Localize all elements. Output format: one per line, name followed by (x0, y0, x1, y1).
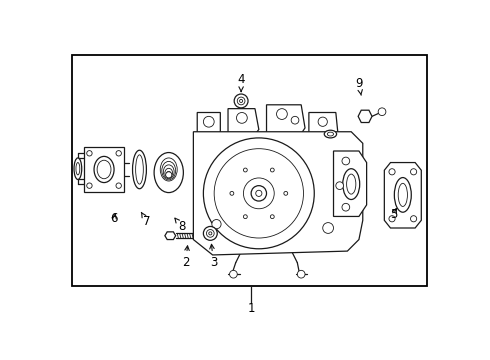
Text: 5: 5 (390, 208, 397, 221)
Ellipse shape (162, 161, 175, 180)
Circle shape (389, 169, 395, 175)
Circle shape (206, 230, 214, 237)
Ellipse shape (394, 177, 411, 212)
Circle shape (214, 149, 303, 238)
Polygon shape (194, 132, 363, 255)
Text: 3: 3 (210, 244, 217, 269)
Circle shape (234, 94, 248, 108)
Bar (72, 55, 427, 286)
Polygon shape (384, 163, 421, 228)
Circle shape (318, 117, 327, 126)
Ellipse shape (154, 153, 183, 193)
Circle shape (284, 192, 288, 195)
Circle shape (203, 226, 217, 240)
Polygon shape (358, 110, 372, 122)
Circle shape (291, 116, 299, 124)
Polygon shape (309, 112, 338, 145)
Circle shape (323, 222, 334, 233)
Circle shape (411, 216, 416, 222)
Ellipse shape (327, 132, 334, 136)
Circle shape (87, 150, 92, 156)
Ellipse shape (324, 130, 337, 138)
Text: 2: 2 (182, 246, 190, 269)
Ellipse shape (94, 156, 114, 183)
Ellipse shape (167, 171, 171, 177)
Circle shape (229, 270, 237, 278)
Circle shape (297, 270, 305, 278)
Ellipse shape (398, 183, 408, 206)
Circle shape (244, 215, 247, 219)
Ellipse shape (343, 169, 360, 199)
Circle shape (116, 183, 122, 188)
Ellipse shape (97, 160, 111, 179)
Polygon shape (197, 112, 220, 139)
Circle shape (240, 99, 243, 103)
Ellipse shape (76, 163, 80, 175)
Circle shape (87, 183, 92, 188)
Circle shape (166, 172, 172, 178)
Circle shape (209, 232, 212, 235)
Ellipse shape (165, 168, 172, 177)
Circle shape (244, 168, 247, 172)
Circle shape (203, 116, 214, 127)
Circle shape (244, 178, 274, 209)
Circle shape (342, 157, 350, 165)
Circle shape (342, 203, 350, 211)
Polygon shape (334, 151, 367, 216)
Circle shape (256, 190, 262, 197)
Polygon shape (267, 105, 305, 139)
Circle shape (251, 186, 267, 201)
Bar (84, 147, 124, 192)
Circle shape (116, 150, 122, 156)
Text: 6: 6 (110, 212, 118, 225)
Circle shape (336, 182, 343, 189)
Polygon shape (165, 232, 175, 239)
Ellipse shape (136, 155, 144, 184)
Ellipse shape (74, 158, 82, 180)
Circle shape (270, 215, 274, 219)
Text: 7: 7 (142, 212, 151, 228)
Text: 8: 8 (175, 218, 186, 233)
Circle shape (378, 108, 386, 116)
Polygon shape (228, 109, 259, 139)
Circle shape (276, 109, 287, 120)
Circle shape (237, 112, 247, 123)
Circle shape (203, 138, 314, 249)
Ellipse shape (160, 158, 177, 181)
Ellipse shape (163, 165, 174, 179)
Text: 1: 1 (247, 302, 255, 315)
Circle shape (411, 169, 416, 175)
Ellipse shape (346, 174, 356, 194)
Text: 4: 4 (237, 73, 245, 92)
Circle shape (270, 168, 274, 172)
Circle shape (389, 216, 395, 222)
Circle shape (230, 192, 234, 195)
Circle shape (212, 220, 221, 229)
Ellipse shape (132, 150, 147, 189)
Text: 9: 9 (355, 77, 363, 95)
Circle shape (237, 97, 245, 105)
